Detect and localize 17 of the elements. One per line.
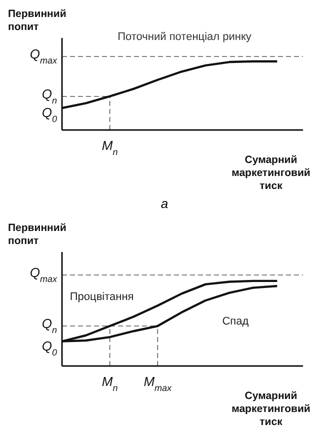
text: Q$_{0}$	[42, 338, 57, 358]
x-axis-title: Сумарний маркетинговий тиск	[230, 390, 312, 429]
annotation: M$_{n}$	[102, 374, 118, 393]
annotation: M$_{max}$	[144, 374, 172, 393]
text: Поточний потенціал ринку	[118, 31, 252, 43]
ref-line-label: Q$_{max}$	[30, 264, 58, 284]
y-axis-title: Первинний попит	[8, 222, 68, 248]
annotation: M$_{n}$	[102, 138, 118, 157]
ref-line-label: Q$_{max}$	[30, 46, 58, 66]
ref-line-label: Q$_{n}$	[42, 316, 57, 336]
y-axis-title: Первинний попит	[8, 8, 68, 34]
ref-line-label: Q$_{n}$	[42, 86, 57, 106]
series-label: Спад	[222, 315, 250, 328]
series-label: Процвітання	[70, 291, 134, 304]
x-axis-title: Сумарний маркетинговий тиск	[230, 154, 312, 193]
text: а	[160, 196, 170, 211]
text: Q$_{0}$	[42, 105, 57, 124]
